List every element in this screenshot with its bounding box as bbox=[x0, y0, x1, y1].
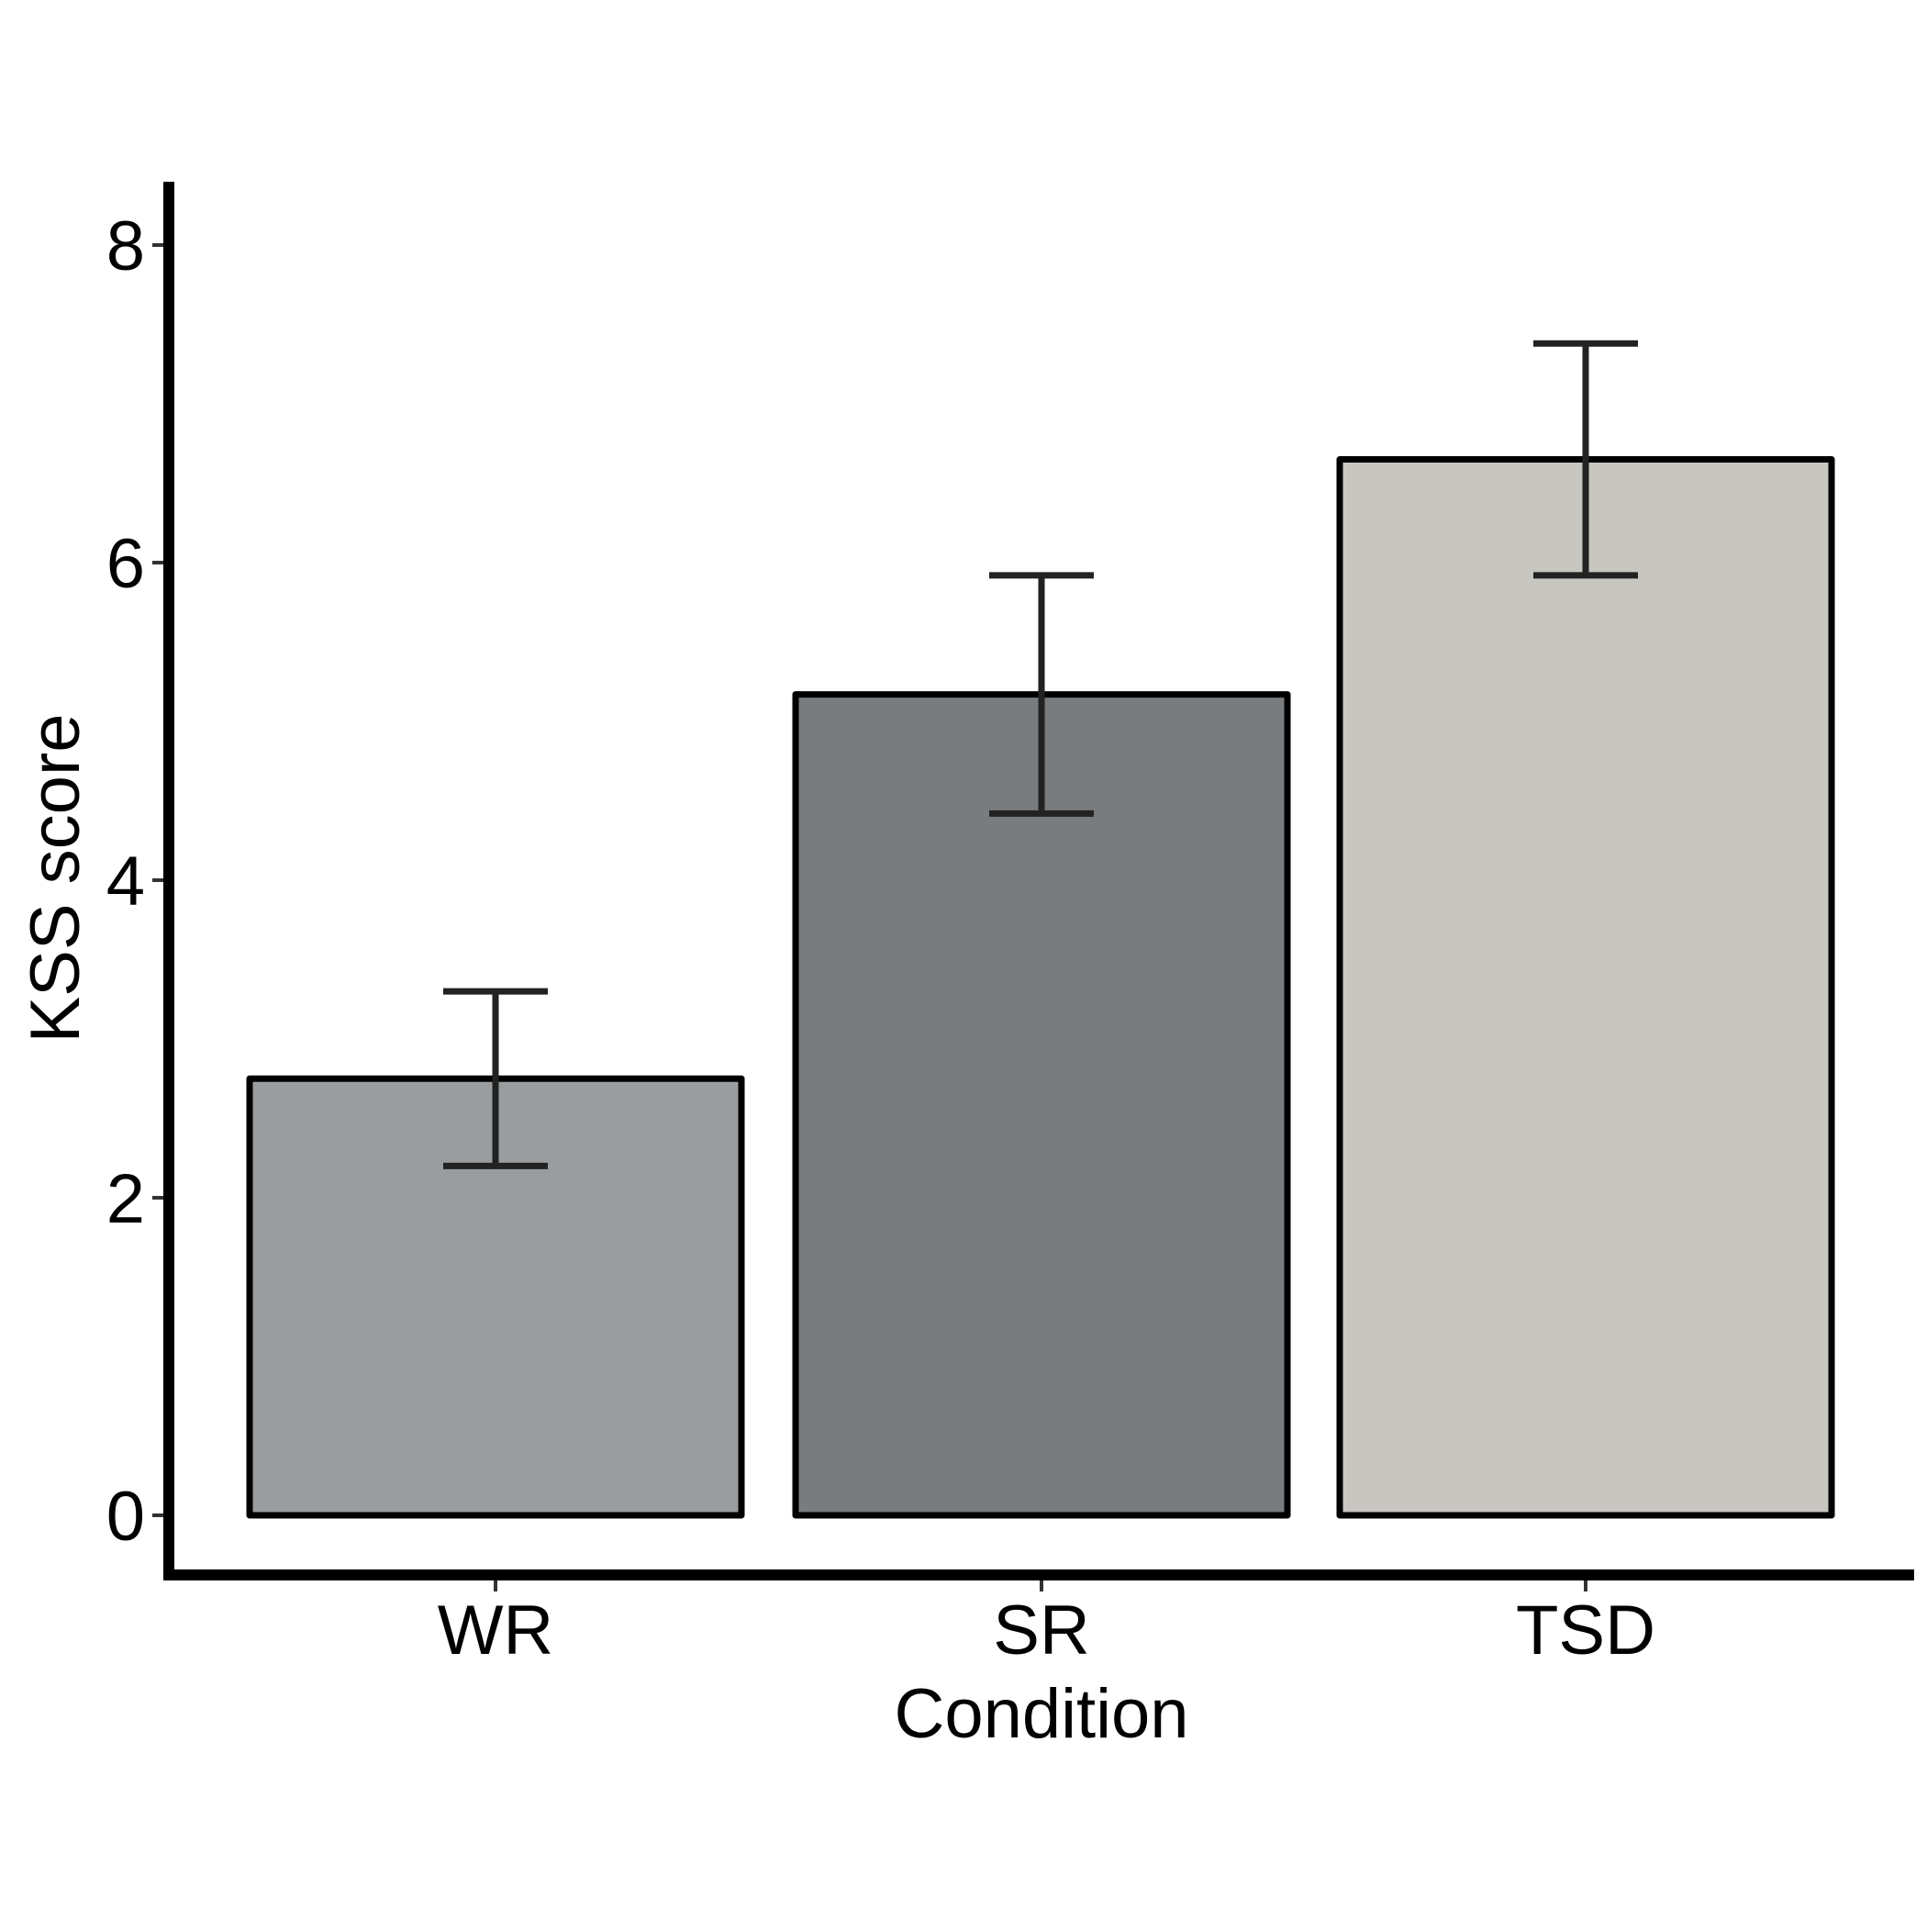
y-ticks-layer: 0 2 4 6 8 bbox=[106, 207, 163, 1556]
error-bar-wr bbox=[443, 988, 548, 1169]
y-tick-label-6: 6 bbox=[106, 525, 145, 603]
y-axis-title: KSS score bbox=[17, 713, 95, 1043]
error-bars-layer bbox=[443, 340, 1638, 1169]
error-bar-sr bbox=[989, 572, 1094, 817]
y-tick-label-8: 8 bbox=[106, 207, 145, 285]
x-tick-label-wr: WR bbox=[438, 1591, 554, 1670]
x-ticks-layer: WR SR TSD bbox=[438, 1580, 1655, 1670]
bar-sr bbox=[792, 691, 1291, 1519]
y-tick-label-0: 0 bbox=[106, 1478, 145, 1556]
y-tick-label-4: 4 bbox=[106, 843, 145, 921]
bar-tsd bbox=[1336, 456, 1835, 1519]
x-tick-label-tsd: TSD bbox=[1516, 1591, 1655, 1670]
x-tick-label-sr: SR bbox=[993, 1591, 1090, 1670]
x-axis-title: Condition bbox=[894, 1675, 1188, 1753]
error-bar-tsd bbox=[1533, 340, 1638, 579]
y-tick-label-2: 2 bbox=[106, 1160, 145, 1238]
